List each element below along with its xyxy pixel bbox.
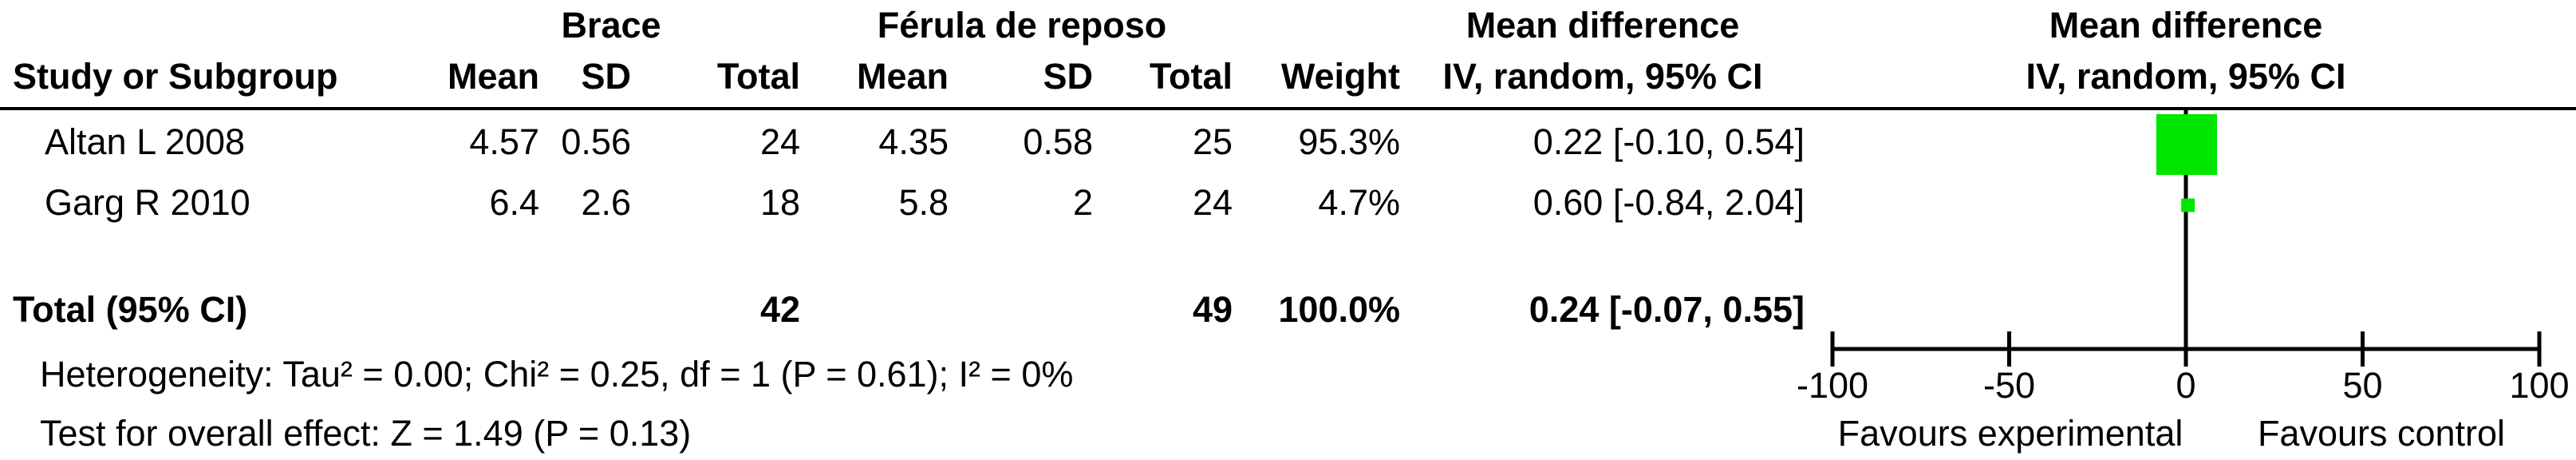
cell: 24 (760, 121, 800, 162)
study-name: Altan L 2008 (45, 121, 245, 162)
study-name: Total (95% CI) (13, 289, 247, 330)
favours-label: Favours experimental (1838, 413, 2183, 454)
cell: 0.56 (561, 121, 631, 162)
effect-square (2181, 198, 2195, 212)
overall-effect: Test for overall effect: Z = 1.49 (P = 0… (40, 413, 691, 454)
plot-header: IV, random, 95% CI (2026, 56, 2346, 97)
plot-header: Mean difference (2049, 5, 2323, 46)
cell: 0.58 (1023, 121, 1093, 162)
weight: 95.3% (1298, 121, 1400, 162)
group-header: Brace (561, 5, 661, 46)
cell: 2.6 (581, 182, 631, 223)
effect: 0.22 [-0.10, 0.54] (1533, 121, 1805, 162)
cell: 2 (1073, 182, 1093, 223)
x-tick-label: 0 (2176, 365, 2195, 406)
effect-square (2156, 113, 2218, 176)
cell: 5.8 (898, 182, 949, 223)
column-header: SD (1043, 56, 1093, 97)
weight: 100.0% (1278, 289, 1400, 330)
cell: 25 (1193, 121, 1233, 162)
column-header: Total (717, 56, 800, 97)
column-header: SD (581, 56, 631, 97)
x-tick-label: 50 (2342, 365, 2382, 406)
x-tick-label: -50 (1983, 365, 2035, 406)
favours-label: Favours control (2258, 413, 2505, 454)
x-tick-label: 100 (2509, 365, 2569, 406)
column-header: Study or Subgroup (13, 56, 337, 97)
group-header: Férula de reposo (878, 5, 1167, 46)
x-tick-label: -100 (1797, 365, 1868, 406)
effect-header: IV, random, 95% CI (1443, 56, 1763, 97)
cell: 42 (760, 289, 800, 330)
cell: 24 (1193, 182, 1233, 223)
cell: 49 (1193, 289, 1233, 330)
effect-header: Mean difference (1466, 5, 1740, 46)
column-header: Mean (857, 56, 949, 97)
weight: 4.7% (1318, 182, 1400, 223)
column-header: Weight (1281, 56, 1400, 97)
effect: 0.60 [-0.84, 2.04] (1533, 182, 1805, 223)
study-name: Garg R 2010 (45, 182, 250, 223)
column-header: Mean (448, 56, 539, 97)
heterogeneity: Heterogeneity: Tau² = 0.00; Chi² = 0.25,… (40, 354, 1073, 395)
column-header: Total (1150, 56, 1233, 97)
cell: 4.35 (878, 121, 949, 162)
effect: 0.24 [-0.07, 0.55] (1529, 289, 1805, 330)
cell: 6.4 (489, 182, 539, 223)
cell: 4.57 (469, 121, 539, 162)
total-diamond (2185, 301, 2188, 323)
cell: 18 (760, 182, 800, 223)
